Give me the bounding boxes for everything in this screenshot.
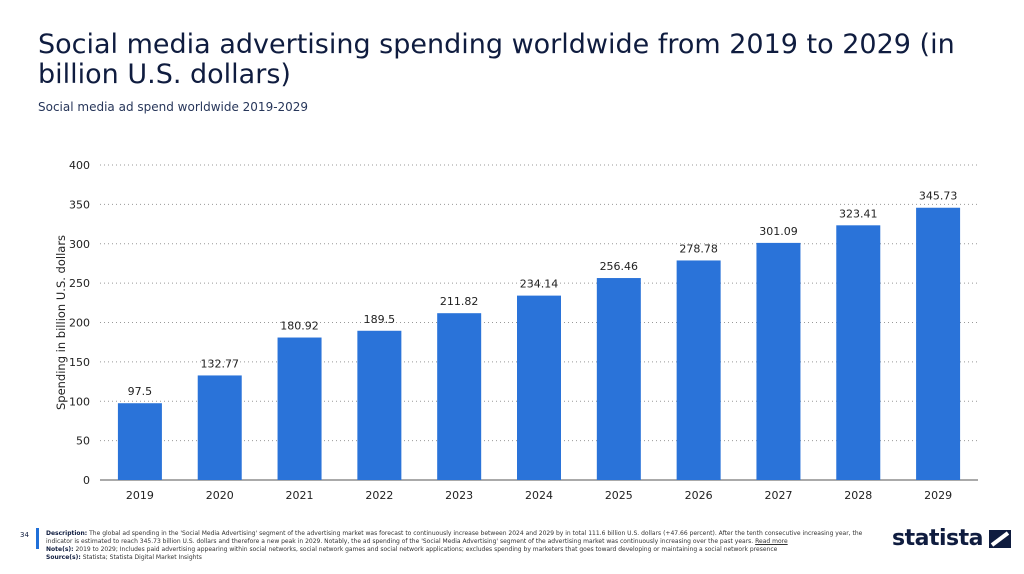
- data-label: 180.92: [280, 320, 319, 333]
- x-tick-label: 2029: [924, 489, 952, 502]
- logo-text: statista: [892, 526, 983, 551]
- bar: [596, 278, 641, 480]
- bar: [117, 403, 162, 480]
- bar: [676, 260, 721, 480]
- x-tick-label: 2021: [286, 489, 314, 502]
- data-label: 345.73: [919, 190, 958, 203]
- bar: [357, 330, 402, 480]
- y-tick-label: 300: [69, 238, 90, 251]
- x-tick-label: 2026: [685, 489, 713, 502]
- data-label: 234.14: [520, 278, 559, 291]
- y-tick-label: 0: [83, 474, 90, 487]
- y-tick-label: 200: [69, 317, 90, 330]
- data-label: 132.77: [200, 357, 239, 370]
- data-label: 301.09: [759, 225, 798, 238]
- x-tick-label: 2023: [445, 489, 473, 502]
- y-tick-label: 100: [69, 395, 90, 408]
- description-label: Description:: [46, 530, 88, 537]
- x-tick-label: 2025: [605, 489, 633, 502]
- y-tick-label: 150: [69, 356, 90, 369]
- data-label: 189.5: [364, 313, 396, 326]
- data-label: 256.46: [600, 260, 639, 273]
- y-tick-label: 50: [76, 435, 90, 448]
- read-more-link[interactable]: Read more: [755, 538, 788, 545]
- bar: [197, 375, 242, 480]
- data-label: 278.78: [679, 242, 718, 255]
- sources-text: Statista; Statista Digital Market Insigh…: [82, 554, 202, 561]
- statista-logo: statista: [892, 526, 1011, 551]
- x-tick-label: 2019: [126, 489, 154, 502]
- bar: [916, 207, 961, 481]
- bar: [836, 225, 881, 480]
- x-tick-label: 2022: [365, 489, 393, 502]
- bar-chart: 0 50 100 150 200 250 300 350 400 97.5 2019 132.77 20…: [54, 159, 978, 502]
- page-subtitle: Social media ad spend worldwide 2019-202…: [38, 100, 309, 114]
- notes-label: Note(s):: [46, 546, 74, 553]
- bar: [437, 313, 482, 480]
- y-tick-label: 250: [69, 277, 90, 290]
- x-tick-label: 2020: [206, 489, 234, 502]
- x-tick-label: 2028: [844, 489, 872, 502]
- accent-bar: [36, 528, 39, 549]
- sources-label: Source(s):: [46, 554, 81, 561]
- bar: [277, 337, 322, 480]
- x-tick-label: 2027: [764, 489, 792, 502]
- y-axis-label: Spending in billion U.S. dollars: [54, 235, 68, 410]
- page-title: Social media advertising spending worldw…: [38, 29, 955, 90]
- bar: [517, 295, 561, 480]
- x-tick-label: 2024: [525, 489, 553, 502]
- statista-mark-icon: [988, 529, 1011, 548]
- data-label: 323.41: [839, 207, 878, 220]
- footer-notes: Description: The global ad spending in t…: [46, 530, 876, 562]
- y-tick-label: 350: [69, 198, 90, 211]
- data-label: 211.82: [440, 295, 479, 308]
- data-label: 97.5: [128, 385, 153, 398]
- bar: [756, 242, 801, 480]
- notes-text: 2019 to 2029; Includes paid advertising …: [75, 546, 778, 553]
- page-number: 34: [20, 531, 29, 539]
- y-tick-label: 400: [69, 159, 90, 172]
- description-text: The global ad spending in the 'Social Me…: [46, 530, 863, 545]
